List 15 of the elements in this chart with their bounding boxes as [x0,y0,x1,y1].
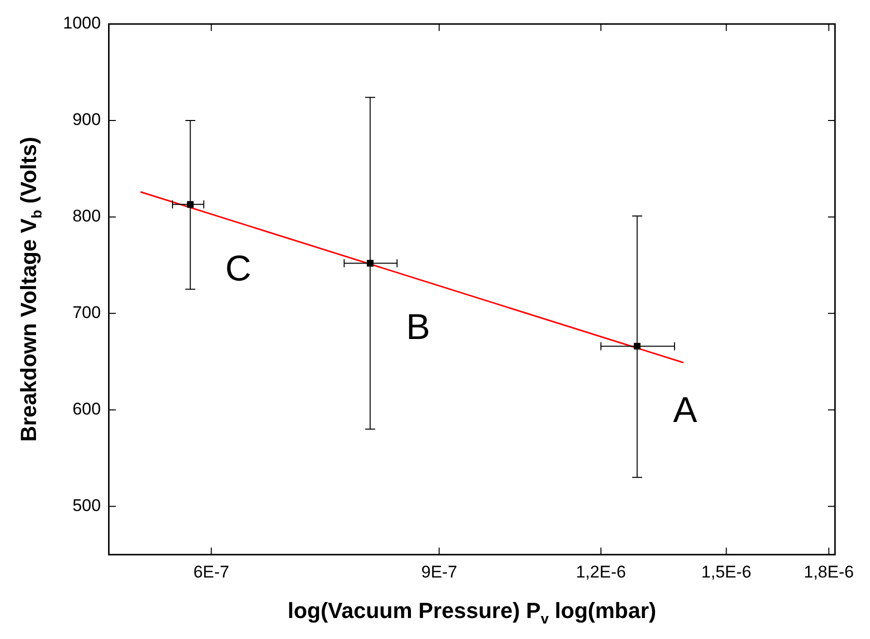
y-tick-label: 500 [72,496,101,516]
x-tick-label: 1,2E-6 [576,562,626,582]
y-tick-label: 800 [72,206,101,226]
x-tick-label: 6E-7 [193,562,230,582]
y-tick-label: 900 [72,110,101,130]
x-tick-label: 9E-7 [421,562,458,582]
annotation: C [225,247,252,288]
annotation: A [673,389,698,430]
y-tick-label: 1000 [62,14,101,33]
x-tick-label: 1,5E-6 [701,562,752,582]
y-tick-label: 700 [72,303,101,322]
x-tick-label: 1,8E-6 [804,562,854,582]
y-axis-title: Breakdown Voltage Vb (Volts) [16,136,46,442]
annotation: B [406,306,430,348]
y-tick-label: 600 [72,400,101,419]
